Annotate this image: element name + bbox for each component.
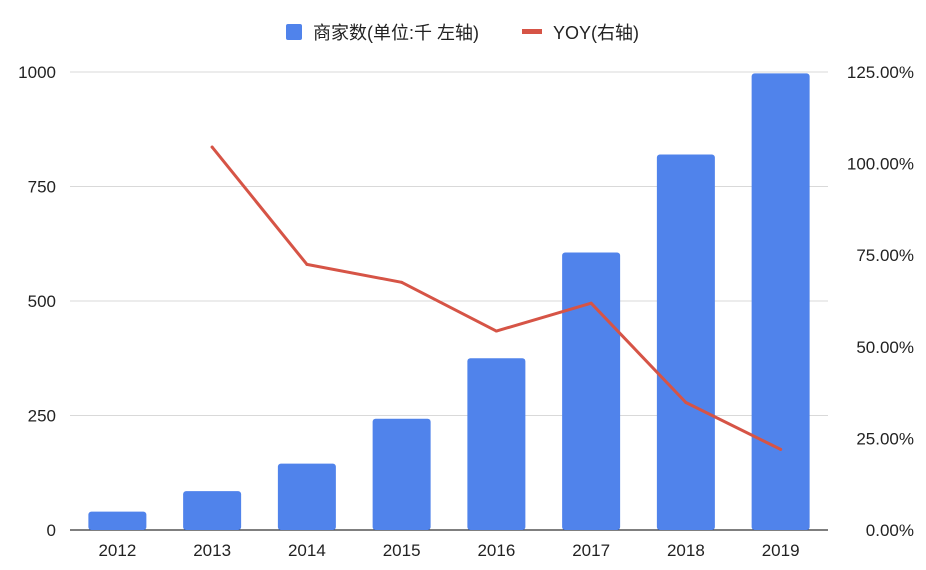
x-tick-label: 2018 <box>667 541 705 560</box>
x-tick-label: 2013 <box>193 541 231 560</box>
bar <box>277 463 336 530</box>
x-tick-label: 2012 <box>98 541 136 560</box>
line-series <box>210 145 783 451</box>
x-tick-label: 2017 <box>572 541 610 560</box>
right-tick-label: 100.00% <box>847 155 914 174</box>
legend-label-line: YOY(右轴) <box>553 23 639 43</box>
x-axis: 2012 2013 2014 2015 2016 2017 2018 2019 <box>98 541 799 560</box>
x-tick-label: 2016 <box>477 541 515 560</box>
bar <box>88 511 147 530</box>
line-point <box>779 447 783 451</box>
right-tick-label: 25.00% <box>856 429 914 448</box>
left-tick-label: 0 <box>47 521 56 540</box>
line-point <box>305 262 309 266</box>
line-point <box>589 301 593 305</box>
legend-swatch-bar <box>286 24 302 40</box>
x-tick-label: 2019 <box>762 541 800 560</box>
legend: 商家数(单位:千 左轴) YOY(右轴) <box>286 23 639 43</box>
bar <box>562 252 621 530</box>
right-tick-label: 0.00% <box>866 521 914 540</box>
bar-series <box>88 73 810 531</box>
left-tick-label: 1000 <box>18 63 56 82</box>
x-tick-label: 2015 <box>383 541 421 560</box>
left-axis: 0 250 500 750 1000 <box>18 63 56 540</box>
line-point <box>210 145 214 149</box>
right-tick-label: 75.00% <box>856 246 914 265</box>
bar <box>183 491 242 530</box>
legend-swatch-line <box>522 29 542 34</box>
right-tick-label: 50.00% <box>856 338 914 357</box>
legend-label-bar: 商家数(单位:千 左轴) <box>313 23 479 43</box>
bar <box>656 154 715 530</box>
x-tick-label: 2014 <box>288 541 326 560</box>
bar <box>372 418 431 530</box>
bar <box>751 73 810 531</box>
line-point <box>494 329 498 333</box>
left-tick-label: 750 <box>28 178 56 197</box>
left-tick-label: 500 <box>28 292 56 311</box>
right-axis: 0.00% 25.00% 50.00% 75.00% 100.00% 125.00% <box>847 63 914 540</box>
bar <box>467 358 526 530</box>
left-tick-label: 250 <box>28 407 56 426</box>
line-point <box>400 280 404 284</box>
right-tick-label: 125.00% <box>847 63 914 82</box>
line-point <box>684 400 688 404</box>
